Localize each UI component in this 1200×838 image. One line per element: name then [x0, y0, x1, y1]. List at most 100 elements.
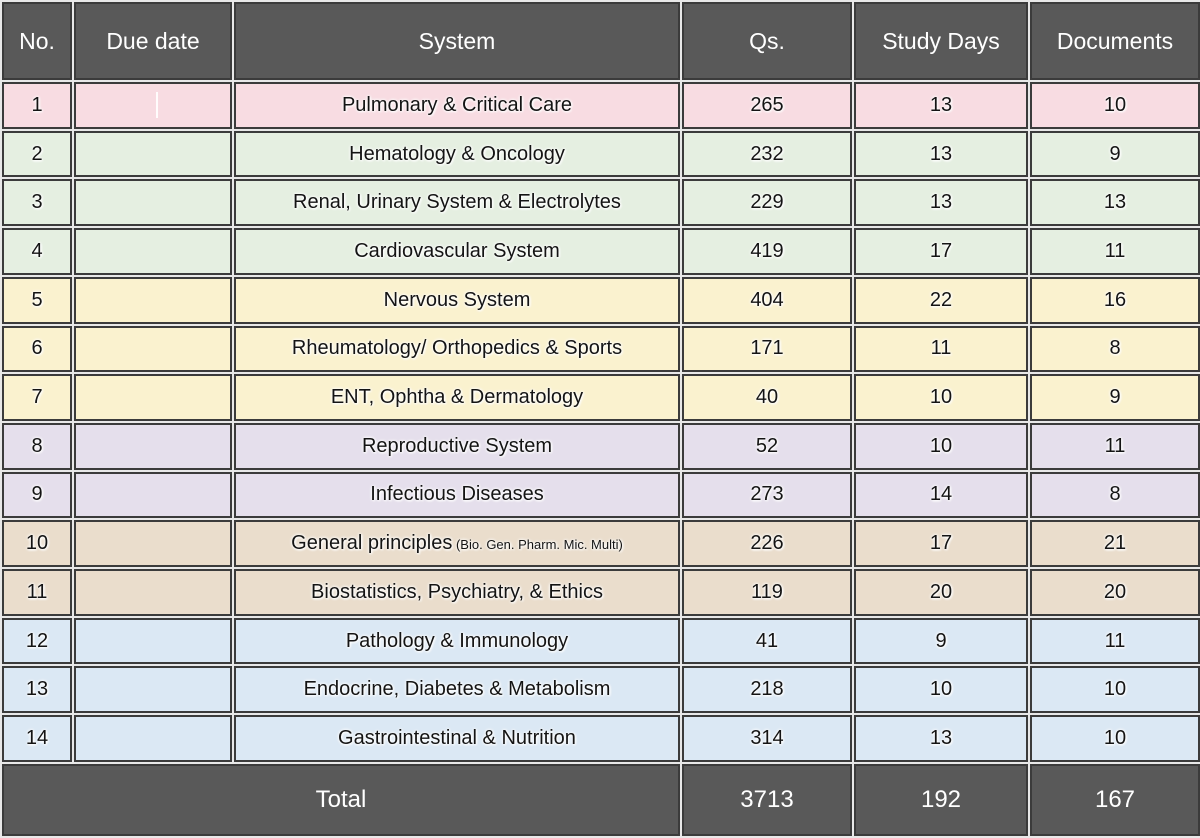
study-days-cell: 13	[854, 179, 1028, 227]
system-cell: Reproductive System	[234, 422, 680, 470]
questions-cell: 171	[682, 325, 852, 373]
documents-cell: 11	[1030, 228, 1200, 275]
system-name: Nervous System	[383, 288, 531, 311]
table-row: 10 General principles (Bio. Gen. Pharm. …	[2, 520, 1200, 568]
study-days-cell: 14	[854, 471, 1028, 519]
due-date-cell[interactable]	[74, 422, 232, 470]
system-cell: Renal, Urinary System & Electrolytes	[234, 179, 680, 227]
table-row: 14 Gastrointestinal & Nutrition 314 13 1…	[2, 715, 1200, 762]
due-date-cell[interactable]	[74, 471, 232, 519]
row-number-cell: 9	[2, 471, 72, 519]
documents-cell: 11	[1030, 422, 1200, 470]
questions-cell: 40	[682, 374, 852, 421]
total-questions: 3713	[682, 764, 852, 836]
due-date-cell[interactable]	[74, 82, 232, 129]
documents-cell: 21	[1030, 520, 1200, 568]
due-date-cell[interactable]	[74, 276, 232, 324]
system-cell: Rheumatology/ Orthopedics & Sports	[234, 325, 680, 373]
due-date-cell[interactable]	[74, 228, 232, 275]
study-days-cell: 10	[854, 374, 1028, 421]
text-cursor	[156, 92, 159, 119]
documents-cell: 10	[1030, 82, 1200, 129]
header-due-date: Due date	[74, 2, 232, 80]
total-documents: 167	[1030, 764, 1200, 836]
system-cell: Pulmonary & Critical Care	[234, 82, 680, 129]
table-body: 1 Pulmonary & Critical Care 265 13 10 2 …	[2, 82, 1200, 762]
study-days-cell: 17	[854, 520, 1028, 568]
questions-cell: 232	[682, 130, 852, 178]
table-row: 9 Infectious Diseases 273 14 8	[2, 471, 1200, 519]
documents-cell: 10	[1030, 715, 1200, 762]
system-cell: Hematology & Oncology	[234, 130, 680, 178]
study-days-cell: 13	[854, 130, 1028, 178]
system-cell: Pathology & Immunology	[234, 617, 680, 665]
study-days-cell: 10	[854, 422, 1028, 470]
due-date-cell[interactable]	[74, 715, 232, 762]
documents-cell: 16	[1030, 276, 1200, 324]
system-cell: Gastrointestinal & Nutrition	[234, 715, 680, 762]
table-row: 5 Nervous System 404 22 16	[2, 276, 1200, 324]
table-row: 12 Pathology & Immunology 41 9 11	[2, 617, 1200, 665]
due-date-cell[interactable]	[74, 569, 232, 616]
questions-cell: 265	[682, 82, 852, 129]
table-row: 6 Rheumatology/ Orthopedics & Sports 171…	[2, 325, 1200, 373]
row-number-cell: 2	[2, 130, 72, 178]
system-name: Gastrointestinal & Nutrition	[338, 727, 576, 750]
due-date-cell[interactable]	[74, 374, 232, 421]
questions-cell: 119	[682, 569, 852, 616]
questions-cell: 218	[682, 666, 852, 714]
study-days-cell: 10	[854, 666, 1028, 714]
table-row: 8 Reproductive System 52 10 11	[2, 422, 1200, 470]
documents-cell: 9	[1030, 374, 1200, 421]
study-days-cell: 9	[854, 617, 1028, 665]
due-date-cell[interactable]	[74, 666, 232, 714]
system-name: General principles	[291, 532, 453, 555]
documents-cell: 20	[1030, 569, 1200, 616]
study-days-cell: 17	[854, 228, 1028, 275]
documents-cell: 8	[1030, 471, 1200, 519]
due-date-cell[interactable]	[74, 130, 232, 178]
questions-cell: 314	[682, 715, 852, 762]
due-date-cell[interactable]	[74, 179, 232, 227]
study-days-cell: 11	[854, 325, 1028, 373]
total-study-days: 192	[854, 764, 1028, 836]
header-no: No.	[2, 2, 72, 80]
table-row: 3 Renal, Urinary System & Electrolytes 2…	[2, 179, 1200, 227]
questions-cell: 419	[682, 228, 852, 275]
table-footer: Total 3713 192 167	[2, 764, 1200, 836]
due-date-cell[interactable]	[74, 520, 232, 568]
row-number-cell: 10	[2, 520, 72, 568]
questions-cell: 226	[682, 520, 852, 568]
table-row: 7 ENT, Ophtha & Dermatology 40 10 9	[2, 374, 1200, 421]
system-name: Rheumatology/ Orthopedics & Sports	[291, 337, 623, 360]
study-days-cell: 22	[854, 276, 1028, 324]
total-label: Total	[2, 764, 680, 836]
system-name: Hematology & Oncology	[349, 142, 565, 165]
documents-cell: 9	[1030, 130, 1200, 178]
header-questions: Qs.	[682, 2, 852, 80]
header-study-days: Study Days	[854, 2, 1028, 80]
due-date-cell[interactable]	[74, 325, 232, 373]
system-cell: ENT, Ophtha & Dermatology	[234, 374, 680, 421]
row-number-cell: 3	[2, 179, 72, 227]
system-cell: Biostatistics, Psychiatry, & Ethics	[234, 569, 680, 616]
table-row: 13 Endocrine, Diabetes & Metabolism 218 …	[2, 666, 1200, 714]
table-header: No. Due date System Qs. Study Days Docum…	[2, 2, 1200, 80]
questions-cell: 273	[682, 471, 852, 519]
row-number-cell: 14	[2, 715, 72, 762]
questions-cell: 404	[682, 276, 852, 324]
system-name: Endocrine, Diabetes & Metabolism	[303, 678, 611, 701]
table-row: 2 Hematology & Oncology 232 13 9	[2, 130, 1200, 178]
system-note: (Bio. Gen. Pharm. Mic. Multi)	[452, 537, 623, 553]
header-documents: Documents	[1030, 2, 1200, 80]
system-name: Infectious Diseases	[370, 483, 544, 506]
due-date-cell[interactable]	[74, 617, 232, 665]
row-number-cell: 12	[2, 617, 72, 665]
questions-cell: 229	[682, 179, 852, 227]
system-cell: Infectious Diseases	[234, 471, 680, 519]
row-number-cell: 13	[2, 666, 72, 714]
header-row: No. Due date System Qs. Study Days Docum…	[2, 2, 1200, 80]
documents-cell: 10	[1030, 666, 1200, 714]
